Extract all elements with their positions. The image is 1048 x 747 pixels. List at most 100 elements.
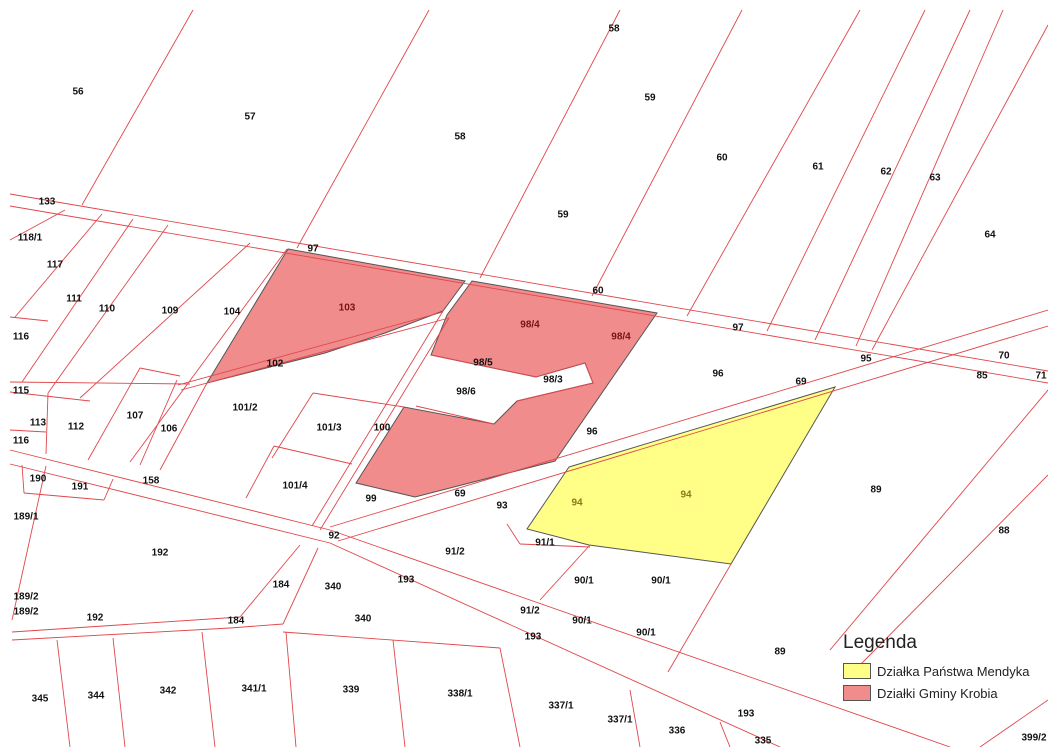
parcel-label: 189/1 bbox=[13, 512, 38, 523]
parcel-label: 189/2 bbox=[13, 607, 38, 618]
parcel-label: 107 bbox=[127, 411, 144, 422]
parcel-label: 56 bbox=[72, 87, 84, 98]
parcel-label: 192 bbox=[87, 613, 104, 624]
parcel-label: 102 bbox=[267, 359, 284, 370]
parcel-label: 158 bbox=[143, 476, 160, 487]
parcel-label: 116 bbox=[13, 436, 30, 447]
parcel-label: 69 bbox=[795, 377, 807, 388]
parcel-label: 63 bbox=[929, 173, 941, 184]
parcel-label: 340 bbox=[325, 582, 342, 593]
parcel-label: 59 bbox=[557, 210, 569, 221]
parcel-boundaries bbox=[9, 9, 1048, 747]
parcel-label: 184 bbox=[228, 616, 245, 627]
parcel-label: 193 bbox=[525, 632, 542, 643]
legend-item-private: Działka Państwa Mendyka bbox=[843, 660, 1043, 682]
parcel-label: 90/1 bbox=[574, 576, 594, 587]
parcel-label: 98/4 bbox=[520, 320, 540, 331]
parcel-label: 189/2 bbox=[13, 592, 38, 603]
parcel-label: 337/1 bbox=[607, 715, 632, 726]
parcel-label: 117 bbox=[47, 260, 64, 271]
parcel-label: 64 bbox=[984, 230, 996, 241]
parcel-label: 101/2 bbox=[232, 403, 257, 414]
parcel-label: 85 bbox=[976, 371, 988, 382]
parcel-label: 97 bbox=[307, 244, 319, 255]
parcel-label: 98/4 bbox=[611, 332, 631, 343]
parcel-label: 91/2 bbox=[520, 606, 540, 617]
parcel-label: 336 bbox=[669, 726, 686, 737]
legend-item-municipal: Działki Gminy Krobia bbox=[843, 682, 1043, 704]
map-legend: Legenda Działka Państwa Mendyka Działki … bbox=[843, 632, 1043, 704]
parcel-label: 91/2 bbox=[445, 547, 465, 558]
parcel-label: 344 bbox=[88, 691, 105, 702]
parcel-label: 103 bbox=[339, 303, 356, 314]
parcel-label: 71 bbox=[1035, 371, 1047, 382]
parcel-label: 60 bbox=[716, 153, 728, 164]
parcel-label: 92 bbox=[328, 531, 340, 542]
parcel-label: 100 bbox=[374, 423, 391, 434]
parcel-label: 98/3 bbox=[543, 375, 563, 386]
parcel-label: 95 bbox=[860, 354, 872, 365]
parcel-label: 93 bbox=[496, 501, 508, 512]
parcel-label: 335 bbox=[755, 736, 772, 747]
parcel-label: 184 bbox=[273, 580, 290, 591]
parcel-label: 191 bbox=[72, 482, 89, 493]
parcel-label: 69 bbox=[454, 489, 466, 500]
parcel-label: 338/1 bbox=[447, 689, 472, 700]
parcel-label: 118/1 bbox=[18, 233, 43, 244]
parcel-labels: 58 56 59 57 58 60 61 62 63 133 59 64 118/1 97 117 60 111… bbox=[13, 24, 1047, 747]
parcel-label: 98/5 bbox=[473, 358, 493, 369]
parcel-label: 58 bbox=[454, 132, 466, 143]
parcel-label: 62 bbox=[880, 167, 892, 178]
parcel-label: 96 bbox=[712, 369, 724, 380]
parcel-label: 341/1 bbox=[241, 684, 266, 695]
parcel-label: 101/3 bbox=[316, 423, 341, 434]
legend-label-private: Działka Państwa Mendyka bbox=[877, 663, 1030, 679]
parcel-label: 342 bbox=[160, 686, 177, 697]
parcel-label: 193 bbox=[738, 709, 755, 720]
parcel-label: 110 bbox=[99, 304, 116, 315]
legend-swatch-yellow bbox=[843, 663, 871, 679]
parcel-label: 345 bbox=[32, 694, 49, 705]
parcel-103-highlight[interactable] bbox=[205, 248, 466, 384]
parcel-label: 60 bbox=[592, 286, 604, 297]
parcel-label: 115 bbox=[13, 386, 30, 397]
parcel-label: 116 bbox=[13, 332, 30, 343]
parcel-label: 101/4 bbox=[282, 481, 307, 492]
parcel-label: 90/1 bbox=[572, 616, 592, 627]
parcel-label: 90/1 bbox=[636, 628, 656, 639]
parcel-label: 57 bbox=[244, 112, 256, 123]
parcel-94-highlight[interactable] bbox=[526, 386, 837, 565]
parcel-label: 61 bbox=[812, 162, 824, 173]
parcel-label: 133 bbox=[39, 197, 56, 208]
parcel-label: 89 bbox=[870, 485, 882, 496]
parcel-label: 113 bbox=[30, 418, 47, 429]
legend-swatch-red bbox=[843, 685, 871, 701]
parcel-label: 59 bbox=[644, 93, 656, 104]
parcel-label: 340 bbox=[355, 614, 372, 625]
parcel-label: 339 bbox=[343, 685, 360, 696]
parcel-label: 96 bbox=[586, 427, 598, 438]
parcel-label: 94 bbox=[680, 490, 692, 501]
parcel-label: 104 bbox=[224, 307, 241, 318]
parcel-label: 89 bbox=[774, 647, 786, 658]
parcel-label: 111 bbox=[66, 294, 82, 305]
parcel-label: 109 bbox=[162, 306, 179, 317]
parcel-label: 97 bbox=[732, 323, 744, 334]
parcel-label: 88 bbox=[998, 526, 1010, 537]
legend-title: Legenda bbox=[843, 632, 917, 653]
parcel-label: 91/1 bbox=[535, 538, 555, 549]
parcel-label: 190 bbox=[30, 474, 47, 485]
parcel-label: 399/2 bbox=[1021, 733, 1046, 744]
parcel-label: 99 bbox=[365, 494, 377, 505]
parcel-label: 90/1 bbox=[651, 576, 671, 587]
parcel-label: 192 bbox=[152, 548, 169, 559]
parcel-label: 70 bbox=[998, 351, 1010, 362]
parcel-label: 337/1 bbox=[548, 701, 573, 712]
parcel-label: 58 bbox=[608, 24, 620, 35]
legend-label-municipal: Działki Gminy Krobia bbox=[877, 685, 998, 701]
parcel-label: 112 bbox=[68, 422, 85, 433]
highlighted-parcels bbox=[205, 248, 837, 565]
parcel-label: 106 bbox=[161, 424, 178, 435]
parcel-label: 94 bbox=[571, 498, 583, 509]
